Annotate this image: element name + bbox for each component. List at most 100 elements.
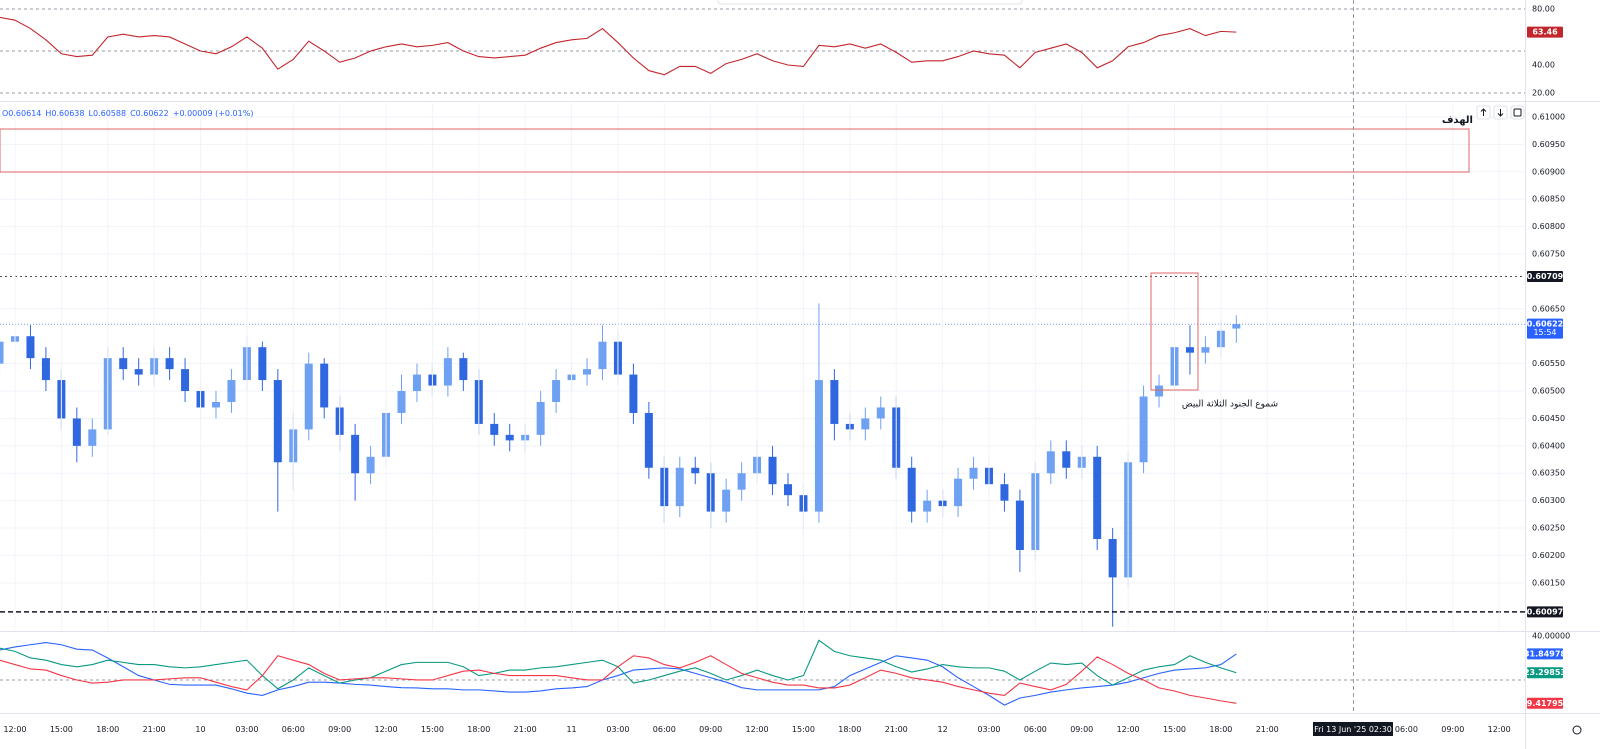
x-tick-label: 09:00 [699,725,722,734]
candle-body [211,401,220,408]
candle-body [675,467,684,507]
candle-body [583,369,592,375]
candle-body [1093,456,1102,540]
candle-body [1015,500,1024,550]
candle-body [459,358,468,381]
x-tick-label: 06:00 [1395,725,1418,734]
y-tick-label: 0.60200 [1532,551,1565,560]
y-tick-label: 0.60400 [1532,441,1565,450]
last-value-badge-bg [1527,648,1563,660]
x-tick-label: 06:00 [282,725,305,734]
x-tick-label: 21:00 [885,725,908,734]
candle-body [181,369,190,392]
y-tick-label: 0.60150 [1532,578,1565,587]
candle-body [768,456,777,485]
indicator-line [0,642,1237,706]
ohlc-value: 0.60622 [136,109,169,118]
candle-body [1000,484,1009,501]
candle-body [969,467,978,479]
arrow-up-icon [1480,108,1487,116]
candle-body [304,363,313,430]
candle-body [814,380,823,512]
y-tick-label: 0.60350 [1532,469,1565,478]
x-tick-label: 15:00 [792,725,815,734]
ohlc-value: 0.60588 [93,109,126,118]
ohlc-key: L [89,109,94,118]
x-tick-label: 06:00 [653,725,676,734]
price-line-badge: 0.60097 [1527,607,1563,616]
x-tick-label: 12:00 [1488,725,1511,734]
target-label: الهدف [1442,115,1473,126]
candle-body [366,456,375,474]
candle-body [273,380,282,463]
x-tick-label: 15:00 [421,725,444,734]
price-line-badge: 0.60709 [1527,272,1564,281]
ohlc-header: O0.60614 H0.60638 L0.60588 C0.60622 +0.00009… [2,109,253,118]
x-tick-label: 10 [195,725,205,734]
x-tick-label: 15:00 [50,725,73,734]
candle-body [41,358,50,381]
candle-body [490,423,499,435]
last-value-badge: 63.46 [1532,28,1558,37]
indicator-line [0,655,1237,704]
candle-body [1232,324,1241,329]
candle-body [552,380,561,402]
y-tick-label: 0.60950 [1532,140,1565,149]
maximize-icon [1513,108,1522,117]
x-tick-label: 09:00 [328,725,351,734]
x-tick-label: 06:00 [1024,725,1047,734]
price-line-badge-bg [1527,606,1563,618]
ohlc-value: 0.60614 [8,109,41,118]
candle-body [907,467,916,512]
pane-buttons [1476,105,1525,120]
y-tick-label: 80.00 [1532,4,1555,13]
candle-body [412,374,421,392]
candle-body [88,429,97,446]
candle-body [722,489,731,512]
x-tick-label: 18:00 [1209,725,1232,734]
candle-body [1155,385,1164,397]
y-tick-label: 0.60500 [1532,387,1565,396]
candle-body [165,358,174,370]
last-value-badge-bg [1527,26,1563,38]
x-tick-label: 12 [938,725,948,734]
candle-body [861,418,870,430]
last-value-badge: 31.84978 [1524,649,1566,658]
candle-body [1185,347,1194,353]
maximize-button[interactable] [1510,105,1525,120]
y-tick-label: 0.60800 [1532,222,1565,231]
candle-body [0,341,4,364]
x-tick-label: 21:00 [1256,725,1279,734]
candle-body [644,412,653,468]
candle-body [505,434,514,441]
y-tick-label: 0.60300 [1532,496,1565,505]
last-value-badge: 9.41795 [1527,699,1564,708]
candle-body [72,418,81,446]
settings-icon[interactable] [1572,725,1582,735]
ohlc-key: H [45,109,51,118]
last-value-badge-bg [1527,697,1563,709]
last-price-badge-bg [1527,318,1563,339]
x-tick-label: 18:00 [838,725,861,734]
y-tick-label: 0.60450 [1532,414,1565,423]
y-tick-label: 0.60850 [1532,195,1565,204]
x-tick-label: 18:00 [96,725,119,734]
last-value-badge: 23.29853 [1524,668,1566,677]
x-tick-label: 12:00 [1117,725,1140,734]
y-tick-label: 0.61000 [1532,112,1565,121]
candle-body [320,363,329,408]
candle-body [119,358,128,370]
candle-body [923,500,932,512]
y-tick-label: 0.60550 [1532,359,1565,368]
candle-body [351,434,360,474]
candle-body [1108,539,1117,578]
candle-body [784,484,792,496]
ohlc-value: 0.60638 [51,109,84,118]
candle-body [26,336,35,359]
arrow-down-icon [1497,109,1504,117]
toolbar-edge [717,0,1023,5]
x-tick-label: 12:00 [746,725,769,734]
last-price-badge: 0.60622 [1527,320,1563,329]
candle-body [629,374,638,413]
candle-body [536,401,545,435]
